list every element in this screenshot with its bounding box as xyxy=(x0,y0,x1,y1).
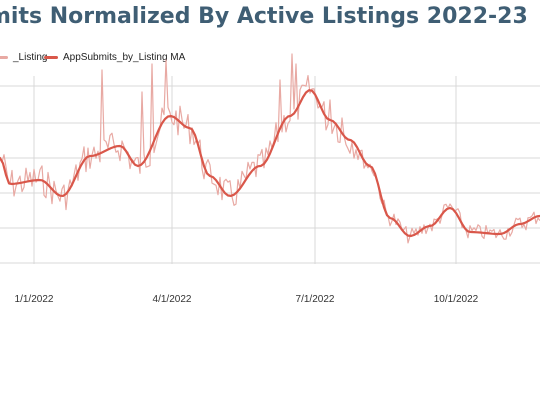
series-raw-line xyxy=(0,53,540,244)
x-tick-label: 1/1/2022 xyxy=(15,294,54,305)
legend-label-raw: _Listing xyxy=(13,52,48,63)
legend: _Listing AppSubmits_by_Listing MA xyxy=(0,52,540,68)
x-tick-label: 4/1/2022 xyxy=(153,294,192,305)
legend-label-ma: AppSubmits_by_Listing MA xyxy=(63,52,186,63)
x-tick-label: 10/1/2022 xyxy=(434,294,479,305)
legend-item-ma: AppSubmits_by_Listing MA xyxy=(44,52,185,63)
x-tick-label: 7/1/2022 xyxy=(296,294,335,305)
legend-item-raw: _Listing xyxy=(0,52,47,63)
chart-title: mits Normalized By Active Listings 2022-… xyxy=(0,4,528,29)
series-ma-line xyxy=(0,89,540,237)
legend-swatch-ma xyxy=(44,56,58,59)
legend-swatch-raw xyxy=(0,56,8,59)
